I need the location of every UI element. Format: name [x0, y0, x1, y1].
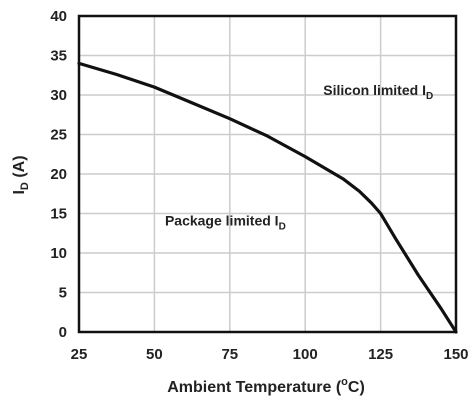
- y-tick-label: 25: [50, 127, 67, 144]
- series-line: [77, 61, 458, 334]
- x-tick-labels: 25 50 75 100 125 150: [71, 346, 469, 363]
- y-tick-labels: 0 5 10 15 20 25 30 35 40: [50, 8, 67, 341]
- annotations: Silicon limited ID Package limited ID: [165, 82, 433, 232]
- x-tick-label: 25: [71, 346, 88, 363]
- y-tick-label: 15: [50, 206, 67, 223]
- annotation-label: Package limited ID: [165, 212, 286, 232]
- y-tick-label: 10: [50, 245, 67, 262]
- plot-frame: [77, 14, 458, 334]
- y-tick-label: 20: [50, 166, 67, 183]
- series-layer: [77, 61, 458, 334]
- y-tick-label: 35: [50, 48, 67, 65]
- x-tick-label: 50: [146, 346, 163, 363]
- annotation-label: Silicon limited ID: [323, 82, 433, 102]
- y-tick-label: 30: [50, 87, 67, 104]
- y-tick-label: 5: [59, 285, 67, 302]
- y-tick-label: 40: [50, 8, 67, 25]
- x-tick-label: 125: [368, 346, 393, 363]
- x-tick-label: 100: [293, 346, 318, 363]
- x-tick-label: 75: [221, 346, 238, 363]
- x-axis-title: Ambient Temperature (oC): [167, 376, 365, 396]
- x-tick-label: 150: [443, 346, 468, 363]
- y-tick-label: 0: [59, 324, 67, 341]
- grid-lines: [78, 15, 457, 333]
- y-axis-title: ID (A): [11, 155, 31, 194]
